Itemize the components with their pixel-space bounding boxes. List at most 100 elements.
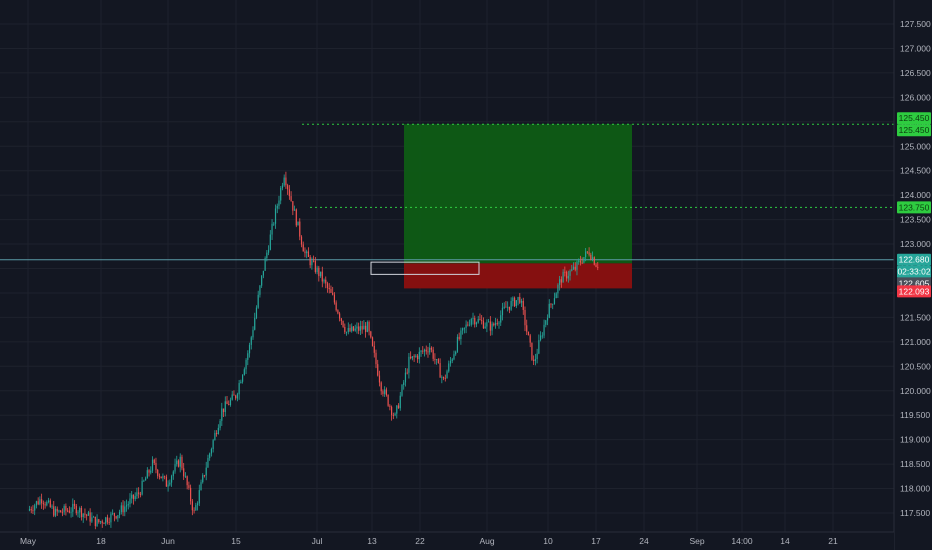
candle-body <box>536 353 538 360</box>
candle-body <box>129 498 131 505</box>
candle-body <box>245 359 247 370</box>
time-tick-label: May <box>20 536 37 546</box>
time-tick-label: 21 <box>828 536 838 546</box>
candle-body <box>565 272 568 279</box>
candle-body <box>534 359 536 361</box>
candle-body <box>89 512 91 522</box>
candle-body <box>188 485 190 488</box>
candle-body <box>455 351 457 355</box>
candle-body <box>259 285 261 295</box>
candle-body <box>276 205 278 209</box>
candle-body <box>193 510 195 512</box>
candle-body <box>396 405 398 414</box>
candle-body <box>51 506 53 508</box>
candle-body <box>224 401 226 413</box>
candle-body <box>503 306 505 308</box>
candle-body <box>559 279 561 285</box>
candle-body <box>439 363 441 378</box>
candle-body <box>507 306 509 308</box>
candle-body <box>585 251 587 258</box>
candle-body <box>363 325 365 330</box>
candle-body <box>241 375 244 382</box>
candle-body <box>496 323 498 324</box>
time-axis-ticks: May 18 Jun 15 Jul 13 22 Aug 10 17 24 Sep 14:00 14 21 <box>20 536 838 546</box>
price-badge <box>897 112 931 125</box>
candle-body <box>510 301 512 310</box>
candle-body <box>280 188 282 201</box>
candle-body <box>477 318 479 323</box>
candle-body <box>262 270 264 276</box>
candle-body <box>349 328 351 332</box>
candle-body <box>254 317 256 330</box>
candle-body <box>449 360 452 364</box>
price-tick-label: 118.000 <box>900 484 930 494</box>
candle-body <box>595 264 597 267</box>
candle-body <box>475 322 478 325</box>
time-tick-label: 22 <box>415 536 425 546</box>
candle-body <box>515 300 517 307</box>
candle-body <box>591 257 594 260</box>
candle-body <box>183 468 185 477</box>
candle-body <box>442 377 445 379</box>
candle-body <box>200 482 202 491</box>
candle-body <box>427 351 429 353</box>
candle-body <box>94 516 96 527</box>
candle-body <box>546 317 549 321</box>
candle-body <box>354 328 356 331</box>
candle-body <box>47 500 50 502</box>
candle-body <box>304 251 306 254</box>
candle-body <box>416 355 419 360</box>
price-badge <box>897 253 931 266</box>
time-axis[interactable] <box>0 532 894 550</box>
candle-body <box>300 236 303 245</box>
candle-body <box>132 494 135 499</box>
candle-body <box>555 293 557 299</box>
price-tick-label: 119.500 <box>900 410 930 420</box>
candle-body <box>261 275 263 286</box>
price-tick-label: 118.500 <box>900 459 930 469</box>
candle-body <box>326 283 329 289</box>
candle-body <box>157 469 159 476</box>
candle-body <box>311 260 313 266</box>
candle-body <box>125 505 128 507</box>
candle-body <box>423 349 426 352</box>
candle-body <box>131 494 133 499</box>
candle-body <box>122 505 124 513</box>
candle-body <box>579 260 582 263</box>
candle-body <box>436 359 438 361</box>
price-badge-label: 122.605 <box>899 278 930 288</box>
candle-body <box>425 349 427 352</box>
candle-body <box>101 521 103 524</box>
candle-body <box>481 319 483 321</box>
price-badge-label: 123.750 <box>899 202 930 212</box>
position-zones <box>404 124 632 289</box>
candle-body <box>508 306 511 310</box>
candle-body <box>437 359 439 364</box>
candle-body <box>54 508 57 516</box>
candle-body <box>79 508 81 513</box>
candle-body <box>267 249 270 253</box>
candle-body <box>462 328 464 331</box>
candle-body <box>299 221 301 237</box>
candle-body <box>153 459 155 463</box>
candle-body <box>124 506 126 513</box>
candle-body <box>82 513 84 518</box>
candle-body <box>238 383 240 395</box>
candle-body <box>198 490 200 504</box>
candle-body <box>474 318 476 325</box>
candle-body <box>377 364 379 376</box>
candles <box>28 171 599 530</box>
candle-body <box>470 319 472 325</box>
candle-body <box>138 492 140 495</box>
candle-body <box>418 351 420 360</box>
candle-body <box>314 261 316 272</box>
candle-body <box>581 262 583 264</box>
candle-body <box>501 307 504 316</box>
time-tick-label: 14 <box>780 536 790 546</box>
candle-body <box>441 377 443 378</box>
candle-body <box>176 460 178 465</box>
candle-body <box>106 517 109 523</box>
candle-body <box>266 252 268 259</box>
candle-body <box>117 515 119 519</box>
